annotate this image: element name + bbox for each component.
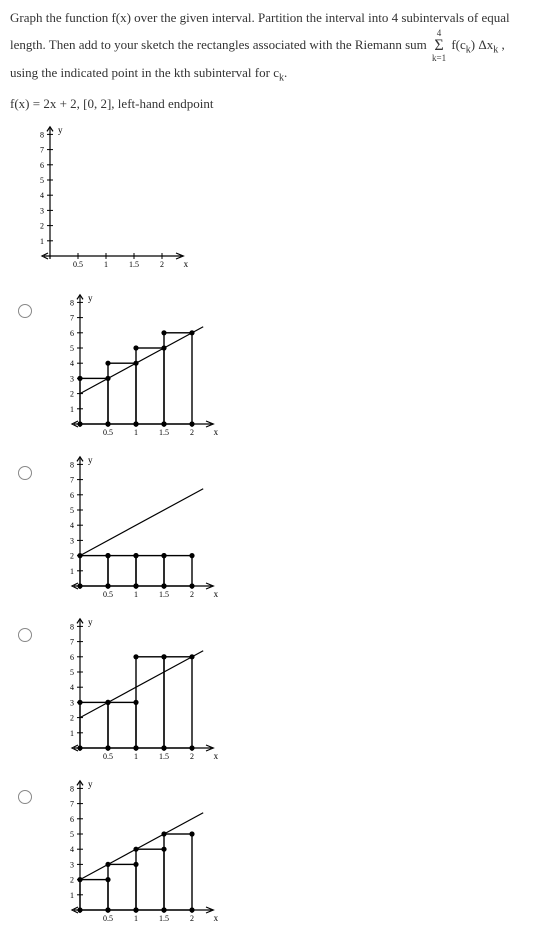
svg-text:2: 2 [190,590,194,598]
radio-b[interactable] [18,466,32,480]
main-graph: 1 2 3 4 5 6 7 8 0.5 1 1.5 2 y x [20,118,541,268]
svg-text:x: x [214,427,219,436]
svg-text:2: 2 [160,260,164,268]
svg-text:1: 1 [104,260,108,268]
svg-text:y: y [88,779,93,789]
svg-text:x: x [184,259,189,268]
svg-text:2: 2 [190,428,194,436]
svg-text:7: 7 [70,314,74,323]
svg-text:y: y [88,293,93,303]
svg-text:1: 1 [70,891,74,900]
svg-text:1: 1 [70,405,74,414]
svg-text:0.5: 0.5 [103,590,113,598]
svg-text:7: 7 [70,476,74,485]
svg-text:8: 8 [70,461,74,470]
svg-text:1: 1 [134,428,138,436]
q-text-1: Graph the function f(x) over the given i… [10,10,510,25]
svg-text:5: 5 [70,830,74,839]
option-d[interactable]: 1 2 3 4 5 6 7 8 0.5 1 1.5 2 y x [18,772,541,922]
svg-text:2: 2 [70,390,74,399]
svg-text:2: 2 [70,552,74,561]
function-definition: f(x) = 2x + 2, [0, 2], left-hand endpoin… [10,96,541,112]
radio-c[interactable] [18,628,32,642]
svg-text:1.5: 1.5 [159,428,169,436]
svg-text:6: 6 [70,815,74,824]
svg-text:1: 1 [40,237,44,246]
svg-text:3: 3 [70,375,74,384]
svg-text:1.5: 1.5 [159,914,169,922]
svg-text:1: 1 [70,729,74,738]
sum-body: f(ck) Δxk , [451,37,504,52]
svg-text:2: 2 [190,752,194,760]
svg-text:1: 1 [134,914,138,922]
svg-text:2: 2 [190,914,194,922]
svg-text:1.5: 1.5 [159,752,169,760]
svg-text:3: 3 [70,537,74,546]
svg-text:y: y [58,125,63,135]
svg-text:2: 2 [70,876,74,885]
option-b[interactable]: 1 2 3 4 5 6 7 8 0.5 1 1.5 2 y x [18,448,541,598]
svg-text:4: 4 [70,522,74,531]
q-text-2: length. Then add to your sketch the rect… [10,37,430,52]
svg-text:1: 1 [134,752,138,760]
svg-text:0.5: 0.5 [103,752,113,760]
svg-text:x: x [214,913,219,922]
svg-text:8: 8 [70,299,74,308]
svg-text:8: 8 [70,623,74,632]
svg-text:1.5: 1.5 [129,260,139,268]
svg-text:6: 6 [70,329,74,338]
svg-text:7: 7 [70,800,74,809]
svg-text:6: 6 [70,491,74,500]
svg-text:x: x [214,589,219,598]
svg-text:2: 2 [40,222,44,231]
svg-text:7: 7 [40,146,44,155]
svg-text:2: 2 [70,714,74,723]
svg-text:0.5: 0.5 [103,428,113,436]
svg-text:0.5: 0.5 [73,260,83,268]
svg-text:3: 3 [70,699,74,708]
svg-text:y: y [88,455,93,465]
svg-text:6: 6 [70,653,74,662]
svg-text:5: 5 [70,506,74,515]
svg-text:5: 5 [40,176,44,185]
riemann-sum: 4 Σ k=1 [432,29,446,63]
option-c[interactable]: 1 2 3 4 5 6 7 8 0.5 1 1.5 2 y x [18,610,541,760]
svg-text:3: 3 [40,207,44,216]
svg-text:4: 4 [40,192,44,201]
svg-text:3: 3 [70,861,74,870]
radio-d[interactable] [18,790,32,804]
svg-text:0.5: 0.5 [103,914,113,922]
svg-text:8: 8 [40,131,44,140]
q-text-3: using the indicated point in the kth sub… [10,65,279,80]
svg-text:4: 4 [70,684,74,693]
svg-text:1.5: 1.5 [159,590,169,598]
option-a[interactable]: 1 2 3 4 5 6 7 8 0.5 1 1.5 2 y x [18,286,541,436]
svg-text:5: 5 [70,668,74,677]
svg-text:x: x [214,751,219,760]
svg-text:8: 8 [70,785,74,794]
radio-a[interactable] [18,304,32,318]
svg-text:y: y [88,617,93,627]
svg-text:4: 4 [70,360,74,369]
svg-text:5: 5 [70,344,74,353]
svg-text:7: 7 [70,638,74,647]
svg-text:1: 1 [134,590,138,598]
svg-text:1: 1 [70,567,74,576]
svg-text:6: 6 [40,161,44,170]
svg-text:4: 4 [70,846,74,855]
